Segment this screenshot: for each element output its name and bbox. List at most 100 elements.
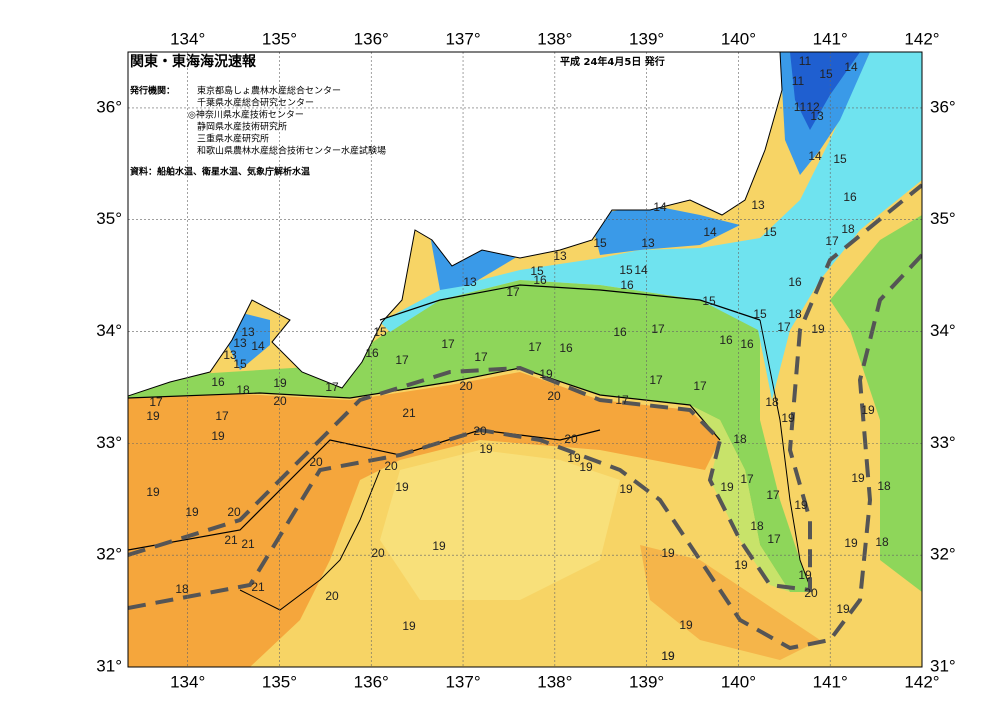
isotherm-label: 13	[233, 336, 247, 350]
isotherm-label: 20	[227, 505, 241, 519]
isotherm-label: 16	[788, 275, 802, 289]
isotherm-label: 12	[806, 100, 820, 114]
isotherm-label: 13	[751, 198, 765, 212]
isotherm-label: 16	[559, 341, 573, 355]
isotherm-label: 17	[693, 379, 707, 393]
isotherm-label: 21	[251, 580, 265, 594]
isotherm-label: 21	[402, 406, 416, 420]
isotherm-label: 15	[233, 357, 247, 371]
lon-label-bottom: 140°	[721, 672, 756, 691]
isotherm-label: 19	[844, 536, 858, 550]
publisher: 三重県水産研究所	[197, 133, 269, 145]
lon-label-top: 140°	[721, 29, 756, 48]
isotherm-label: 13	[223, 348, 237, 362]
isotherm-label: 14	[808, 149, 822, 163]
isotherm-label: 16	[613, 325, 627, 339]
isotherm-label: 15	[619, 263, 633, 277]
lon-label-bottom: 134°	[170, 672, 205, 691]
isotherm-label: 20	[371, 546, 385, 560]
isotherm-label: 18	[877, 479, 891, 493]
isotherm-label: 13	[641, 236, 655, 250]
isotherm-label: 19	[146, 485, 160, 499]
isotherm-label: 13	[553, 249, 567, 263]
isotherm-label: 15	[530, 264, 544, 278]
isotherm-label: 19	[579, 460, 593, 474]
publisher: 和歌山県農林水産総合技術センター水産試験場	[197, 145, 386, 157]
isotherm-label: 19	[539, 367, 553, 381]
isotherm-label: 17	[766, 488, 780, 502]
lon-label-top: 134°	[170, 29, 205, 48]
isotherm-label: 19	[734, 558, 748, 572]
isotherm-label: 19	[479, 442, 493, 456]
isotherm-label: 19	[211, 429, 225, 443]
publishers: 東京都島しょ農林水産総合センター千葉県水産総合研究センター◎神奈川県水産技術セン…	[188, 85, 386, 157]
isotherm-label: 13	[463, 275, 477, 289]
isotherm-label: 17	[615, 393, 629, 407]
axes: 134° 134° 135° 135° 136° 136° 137° 137° 138° 138°…	[96, 29, 955, 691]
lat-label-left: 31°	[96, 656, 122, 675]
map-frame	[127, 51, 923, 668]
isotherm-label: 18	[750, 519, 764, 533]
isotherm-label: 17	[528, 340, 542, 354]
isotherm-label: 18	[875, 535, 889, 549]
isotherm-label: 19	[661, 649, 675, 663]
isotherm-label: 17	[149, 395, 163, 409]
isotherm-label: 19	[146, 409, 160, 423]
lon-label-bottom: 136°	[354, 672, 389, 691]
isotherm-label: 15	[593, 236, 607, 250]
lat-label-left: 34°	[96, 321, 122, 340]
isotherm-label: 16	[740, 337, 754, 351]
isotherm-label: 17	[474, 350, 488, 364]
lat-label-right: 31°	[930, 656, 956, 675]
isotherm-label: 11	[792, 74, 805, 88]
publisher: 東京都島しょ農林水産総合センター	[197, 85, 341, 97]
lon-label-bottom: 139°	[629, 672, 664, 691]
publisher-label: 発行機関：	[129, 85, 175, 97]
isotherm-label: 19	[851, 471, 865, 485]
lon-label-bottom: 135°	[262, 672, 297, 691]
isotherm-label: 18	[765, 395, 779, 409]
isotherm-label: 19	[395, 480, 409, 494]
isotherm-label: 17	[767, 532, 781, 546]
isotherm-label: 17	[649, 373, 663, 387]
isotherm-label: 17	[740, 472, 754, 486]
kuroshio-axis	[128, 183, 922, 651]
isotherm-label: 14	[844, 60, 858, 74]
isotherm-label: 15	[819, 67, 833, 81]
publisher: 静岡県水産技術研究所	[197, 121, 287, 133]
isotherm-label: 14	[634, 263, 648, 277]
lat-label-left: 32°	[96, 545, 122, 564]
isotherm-label: 15	[833, 152, 847, 166]
isotherm-label: 17	[506, 285, 520, 299]
map-title: 関東・東海海況速報	[130, 53, 257, 70]
isotherm-label: 13	[810, 109, 824, 123]
isotherm-label: 19	[619, 482, 633, 496]
isotherm-label: 21	[224, 533, 238, 547]
lon-label-top: 138°	[537, 29, 572, 48]
publisher: ◎神奈川県水産技術センター	[188, 109, 304, 121]
isotherm-label: 20	[473, 424, 487, 438]
isotherm-label: 15	[763, 225, 777, 239]
isotherm-label: 16	[533, 273, 547, 287]
isotherm-label: 14	[703, 225, 717, 239]
isotherm-label: 18	[841, 222, 855, 236]
isotherm-label: 15	[373, 325, 387, 339]
publisher: 千葉県水産総合研究センター	[197, 97, 314, 109]
isotherm-label: 18	[236, 383, 250, 397]
isotherm-label: 20	[564, 432, 578, 446]
lon-label-bottom: 138°	[537, 672, 572, 691]
lat-label-right: 35°	[930, 209, 956, 228]
isotherm-label: 20	[384, 459, 398, 473]
isotherm-label: 18	[175, 582, 189, 596]
isotherm-label: 17	[325, 380, 339, 394]
isotherm-label: 19	[185, 505, 199, 519]
isotherm-label: 18	[733, 432, 747, 446]
lat-label-left: 35°	[96, 209, 122, 228]
isotherm-label: 19	[432, 539, 446, 553]
isotherm-label: 17	[777, 320, 791, 334]
isotherm-label: 15	[753, 307, 767, 321]
isotherm-label: 21	[241, 537, 255, 551]
isotherm-label: 14	[653, 200, 667, 214]
isotherm-label: 19	[794, 498, 808, 512]
